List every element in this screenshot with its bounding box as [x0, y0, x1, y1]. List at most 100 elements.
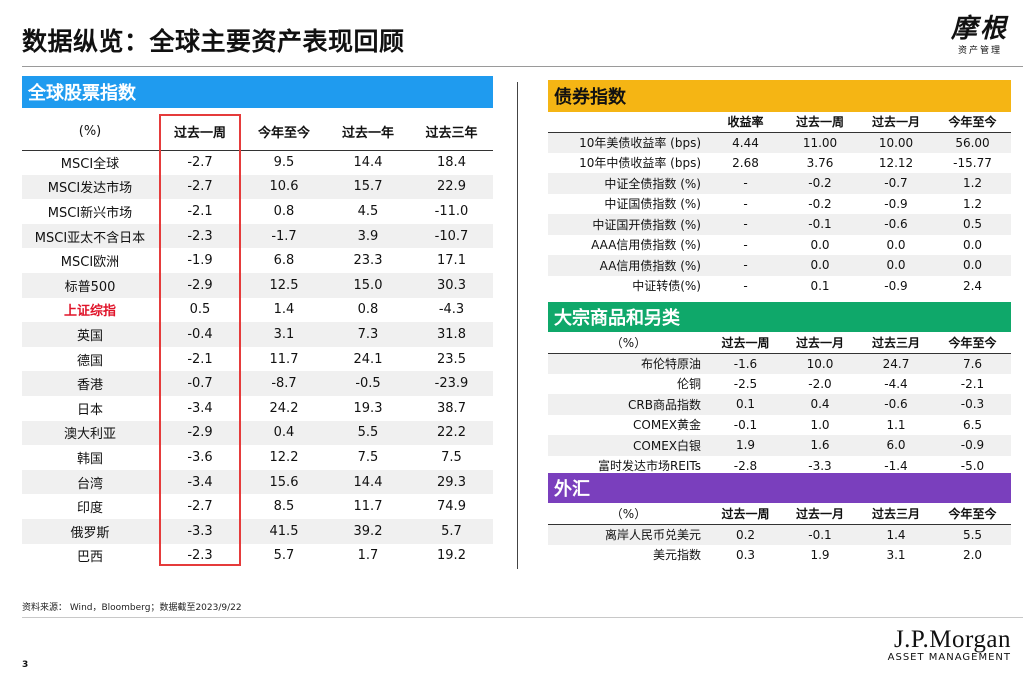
bonds-cell: -0.6	[858, 214, 934, 235]
bonds-cell: 3.76	[806, 155, 834, 170]
equity-cell: 29.3	[410, 469, 493, 495]
equity-cell: 24.2	[269, 400, 299, 416]
bonds-section-header: 债券指数	[548, 80, 1011, 112]
equity-cell: 14.4	[353, 155, 383, 171]
bonds-row: 中证转债(%) - 0.1 -0.9 2.4	[548, 276, 1011, 297]
bonds-cell: -0.9	[884, 278, 908, 293]
bonds-cell: -0.2	[782, 173, 858, 194]
bonds-cell: 中证全债指数 (%)	[548, 173, 709, 194]
equity-cell: 3.1	[242, 322, 326, 347]
commodities-cell: -0.3	[934, 394, 1011, 415]
fx-col-unit: （%）	[548, 504, 709, 525]
bonds-cell: -0.9	[884, 196, 908, 211]
equity-cell: 18.4	[437, 155, 466, 171]
equity-cell: 5.7	[410, 518, 493, 544]
bonds-cell: 中证国开债指数 (%)	[548, 214, 709, 235]
fx-cell: 美元指数	[652, 548, 701, 563]
equity-cell: 9.5	[273, 155, 295, 171]
equity-col-week: 过去一周	[158, 114, 242, 151]
equity-cell: -0.7	[158, 371, 242, 396]
fx-cell: 5.5	[934, 524, 1011, 545]
fx-col-3m: 过去三月	[858, 504, 934, 525]
commodities-row: COMEX白银 1.9 1.6 6.0 -0.9	[548, 435, 1011, 456]
bonds-col-yield: 收益率	[709, 112, 782, 133]
jpmorgan-logo-sub: ASSET MANAGEMENT	[887, 652, 1011, 663]
commodities-cell: -3.3	[808, 458, 832, 473]
commodities-row: CRB商品指数 0.1 0.4 -0.6 -0.3	[548, 394, 1011, 415]
bonds-col-week: 过去一周	[782, 112, 858, 133]
commodities-cell: -1.6	[709, 353, 782, 374]
equity-cell: 澳大利亚	[22, 420, 158, 446]
equity-cell: 7.5	[357, 449, 379, 465]
equity-cell: -2.7	[158, 174, 242, 200]
fx-col-week: 过去一周	[709, 504, 782, 525]
equity-cell: 0.5	[189, 302, 211, 318]
equity-cell: 22.2	[410, 420, 493, 446]
bonds-col-name	[548, 112, 709, 133]
equity-cell: 上证综指	[63, 304, 116, 320]
equity-cell: 4.5	[357, 203, 379, 219]
bonds-cell: -	[709, 255, 782, 276]
fx-cell: -0.1	[782, 524, 858, 545]
equity-row: MSCI新兴市场 -2.1 0.8 4.5 -11.0	[22, 199, 493, 224]
bonds-row: 10年中债收益率 (bps) 2.68 3.76 12.12 -15.77	[548, 153, 1011, 174]
bonds-cell: 12.12	[878, 155, 914, 170]
commodities-col-week: 过去一周	[709, 333, 782, 354]
commodities-cell: 0.4	[782, 394, 858, 415]
bonds-table: 收益率 过去一周 过去一月 今年至今 10年美债收益率 (bps) 4.44 11.…	[548, 112, 1011, 296]
bonds-cell: 0.5	[934, 214, 1011, 235]
commodities-col-ytd: 今年至今	[934, 333, 1011, 354]
equity-cell: -8.7	[242, 371, 326, 396]
equity-cell: MSCI发达市场	[22, 174, 158, 200]
brand-logo-cn: 摩根 资产管理	[951, 8, 1009, 56]
equity-cell: 韩国	[76, 451, 103, 467]
commodities-cell: 1.6	[782, 435, 858, 456]
equity-cell: 5.5	[326, 420, 410, 446]
equity-cell: 14.4	[326, 469, 410, 495]
bonds-cell: -	[743, 237, 748, 252]
equity-row: 澳大利亚 -2.9 0.4 5.5 22.2	[22, 420, 493, 446]
equity-cell: 41.5	[242, 518, 326, 544]
equity-cell: 12.5	[242, 272, 326, 298]
equity-col-unit: (%)	[22, 114, 158, 151]
equity-cell: 11.7	[269, 351, 299, 367]
equity-cell: -2.3	[158, 223, 242, 249]
equity-row: 英国 -0.4 3.1 7.3 31.8	[22, 322, 493, 347]
equity-cell: -23.9	[410, 371, 493, 396]
fx-row: 美元指数 0.3 1.9 3.1 2.0	[548, 545, 1011, 566]
fx-cell: 1.4	[858, 524, 934, 545]
fx-cell: 3.1	[886, 547, 906, 562]
brand-logo-cn-sub: 资产管理	[957, 46, 1002, 56]
bonds-cell: 中证转债(%)	[632, 279, 701, 294]
equity-cell: 德国	[76, 353, 103, 369]
bonds-cell: -	[709, 214, 782, 235]
bonds-cell: 0.1	[810, 278, 830, 293]
equity-section-header: 全球股票指数	[22, 76, 493, 108]
brand-logo-cn-text: 摩根	[950, 14, 1009, 44]
equity-row: MSCI全球 -2.7 9.5 14.4 18.4	[22, 150, 493, 175]
equity-cell: -2.1	[187, 203, 213, 219]
commodities-cell: 7.6	[934, 353, 1011, 374]
commodities-section-header: 大宗商品和另类	[548, 302, 1011, 332]
bonds-cell: 10.00	[858, 132, 934, 153]
equity-row: 韩国 -3.6 12.2 7.5 7.5	[22, 445, 493, 470]
commodities-cell: -2.8	[733, 458, 758, 473]
equity-cell: 31.8	[410, 322, 493, 347]
equity-cell: -4.3	[438, 302, 465, 318]
commodities-cell: 0.1	[709, 394, 782, 415]
equity-cell: 23.5	[437, 351, 466, 367]
column-divider	[517, 82, 518, 569]
commodities-cell: -2.0	[808, 376, 832, 391]
commodities-cell: -2.5	[733, 376, 758, 391]
equity-cell: 23.3	[353, 253, 383, 269]
equity-cell: -2.9	[158, 272, 242, 298]
equity-cell: 19.3	[353, 400, 383, 416]
equity-row: 台湾 -3.4 15.6 14.4 29.3	[22, 469, 493, 495]
commodities-cell: 24.7	[858, 353, 934, 374]
equity-cell: 0.8	[273, 203, 295, 219]
equity-cell: MSCI全球	[60, 157, 120, 173]
commodities-cell: -0.1	[733, 417, 758, 432]
commodities-row: COMEX黄金 -0.1 1.0 1.1 6.5	[548, 415, 1011, 436]
equity-cell: 15.7	[326, 174, 410, 200]
equity-cell: 0.8	[357, 302, 379, 318]
